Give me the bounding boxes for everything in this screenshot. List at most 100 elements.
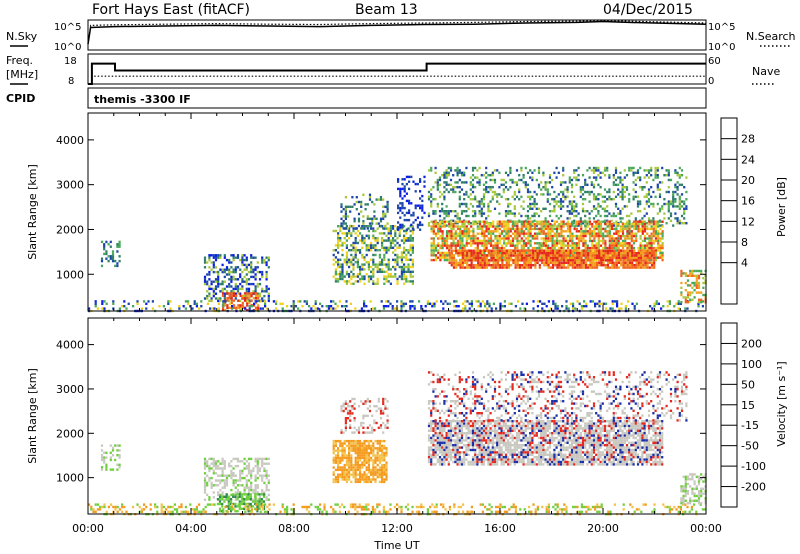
power-cell: [376, 277, 379, 281]
power-cell: [560, 258, 563, 262]
power-cell: [348, 237, 351, 240]
power-cell: [346, 227, 350, 230]
power-cell: [411, 261, 414, 264]
power-cell: [533, 205, 536, 208]
power-cell: [365, 249, 368, 252]
power-cell: [492, 302, 495, 305]
power-cell: [494, 252, 497, 255]
power-cell: [457, 249, 460, 252]
power-cell: [337, 234, 340, 237]
power-cell: [567, 307, 570, 310]
velocity-cell: [208, 469, 211, 473]
power-cell: [258, 294, 262, 298]
velocity-cell: [256, 498, 259, 501]
power-cell: [676, 188, 679, 191]
power-cell: [416, 226, 419, 229]
power-cell: [665, 202, 668, 206]
power-cell: [567, 252, 570, 255]
velocity-cell: [258, 500, 261, 503]
power-cell: [478, 232, 482, 235]
power-cell: [560, 242, 563, 245]
power-cell: [657, 244, 660, 247]
power-cell: [511, 178, 514, 182]
power-cell: [609, 249, 612, 252]
power-cell: [350, 263, 353, 266]
power-cell: [449, 183, 453, 186]
power-cell: [267, 292, 270, 295]
power-cell: [490, 249, 493, 252]
power-cell: [650, 254, 654, 257]
power-cell: [527, 230, 530, 233]
power-cell: [565, 266, 568, 269]
power-cell: [562, 195, 565, 198]
power-cell: [225, 285, 229, 288]
power-cell: [341, 265, 344, 269]
power-cell: [195, 302, 198, 305]
power-cell: [450, 244, 453, 247]
power-cell: [648, 244, 651, 247]
velocity-cell: [221, 460, 224, 463]
power-cell: [525, 256, 528, 260]
power-cell: [214, 254, 218, 257]
power-cell: [427, 169, 431, 172]
power-cell: [564, 222, 567, 226]
power-cell: [474, 210, 477, 213]
velocity-cell: [243, 462, 246, 465]
power-cell: [551, 225, 554, 228]
power-cell: [483, 249, 486, 252]
power-cell: [674, 183, 677, 186]
velocity-cell: [249, 493, 252, 496]
power-cell: [540, 222, 543, 226]
power-cell: [624, 227, 627, 231]
power-cell: [505, 232, 508, 235]
power-cell: [481, 251, 484, 255]
power-cell: [411, 251, 414, 254]
velocity-cell: [236, 479, 240, 482]
power-cell: [573, 227, 576, 231]
power-cell: [510, 302, 513, 305]
power-cell: [456, 217, 459, 220]
power-cell: [657, 246, 660, 250]
velocity-cell: [206, 464, 209, 468]
power-cell: [340, 222, 343, 225]
power-cell: [248, 292, 251, 295]
power-cell: [701, 300, 704, 303]
power-cell: [507, 264, 511, 267]
power-cell: [469, 222, 472, 225]
power-cell: [527, 261, 530, 264]
power-cell: [522, 239, 526, 243]
power-cell: [344, 196, 347, 199]
power-cell: [405, 270, 408, 273]
power-cell: [243, 292, 247, 295]
power-cell: [540, 227, 543, 231]
velocity-cell: [234, 493, 237, 497]
power-cell: [365, 244, 368, 247]
power-cell: [476, 244, 479, 247]
power-cell: [361, 253, 364, 257]
power-cell: [676, 171, 679, 174]
power-cell: [496, 264, 500, 267]
power-cell: [454, 220, 457, 223]
power-cell: [224, 309, 227, 312]
power-cell: [518, 227, 521, 231]
velocity-cell: [261, 476, 264, 480]
power-cell: [372, 229, 375, 233]
power-cell: [399, 187, 402, 191]
velocity-cell: [208, 464, 211, 468]
velocity-cell: [254, 493, 257, 496]
power-cell: [103, 300, 106, 303]
power-cell: [689, 284, 692, 287]
power-cell: [187, 302, 190, 305]
power-cell: [676, 174, 679, 177]
power-cell: [662, 305, 665, 308]
power-cell: [399, 194, 402, 198]
power-cell: [529, 261, 533, 264]
power-cell: [577, 220, 581, 223]
power-cell: [505, 244, 508, 247]
power-cell: [503, 227, 506, 231]
power-cell: [382, 217, 385, 220]
power-cell: [492, 220, 495, 223]
velocity-cell: [258, 496, 262, 499]
power-cell: [493, 193, 497, 196]
velocity-cell: [249, 498, 252, 501]
